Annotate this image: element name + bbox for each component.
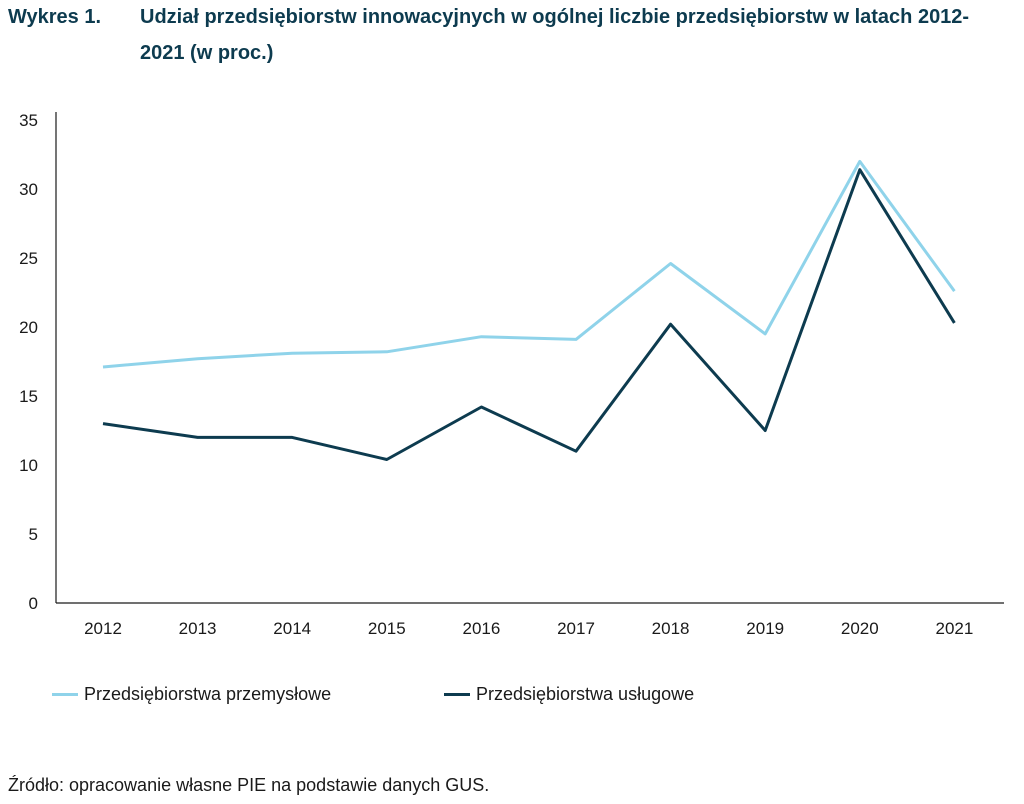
x-tick-label: 2016 (462, 619, 500, 638)
source-note: Źródło: opracowanie własne PIE na podsta… (8, 775, 490, 795)
chart-title: Udział przedsiębiorstw innowacyjnych w o… (140, 6, 970, 64)
x-tick-label: 2018 (652, 619, 690, 638)
y-tick-label: 20 (19, 318, 38, 337)
y-tick-label: 10 (19, 456, 38, 475)
y-tick-label: 35 (19, 111, 38, 130)
legend-swatch-services (444, 692, 470, 696)
x-tick-label: 2020 (841, 619, 879, 638)
series-line-industrial (102, 159, 956, 369)
legend-item-services: Przedsiębiorstwa usługowe (444, 682, 694, 706)
legend: Przedsiębiorstwa przemysłowe Przedsiębio… (52, 682, 952, 706)
x-tick-label: 2014 (273, 619, 311, 638)
y-tick-label: 30 (19, 180, 38, 199)
y-axis-ticks: 0 5 10 15 20 25 30 35 (19, 111, 38, 613)
legend-label-services: Przedsiębiorstwa usługowe (476, 683, 695, 704)
x-tick-label: 2013 (179, 619, 217, 638)
x-tick-label: 2017 (557, 619, 595, 638)
x-tick-label: 2012 (84, 619, 122, 638)
y-tick-label: 0 (29, 594, 38, 613)
figure-label: Wykres 1. (8, 6, 102, 28)
legend-swatch-industrial (52, 692, 78, 696)
y-tick-label: 15 (19, 387, 38, 406)
legend-item-industrial: Przedsiębiorstwa przemysłowe (52, 682, 331, 706)
x-tick-label: 2015 (368, 619, 406, 638)
x-tick-label: 2021 (935, 619, 973, 638)
series-group (102, 159, 956, 461)
y-tick-label: 5 (29, 525, 38, 544)
x-tick-label: 2019 (746, 619, 784, 638)
legend-label-industrial: Przedsiębiorstwa przemysłowe (84, 683, 332, 704)
x-axis-ticks: 2012 2013 2014 2015 2016 2017 2018 2019 2020 2021 (84, 619, 973, 638)
series-line-services (102, 168, 956, 461)
y-tick-label: 25 (19, 249, 38, 268)
